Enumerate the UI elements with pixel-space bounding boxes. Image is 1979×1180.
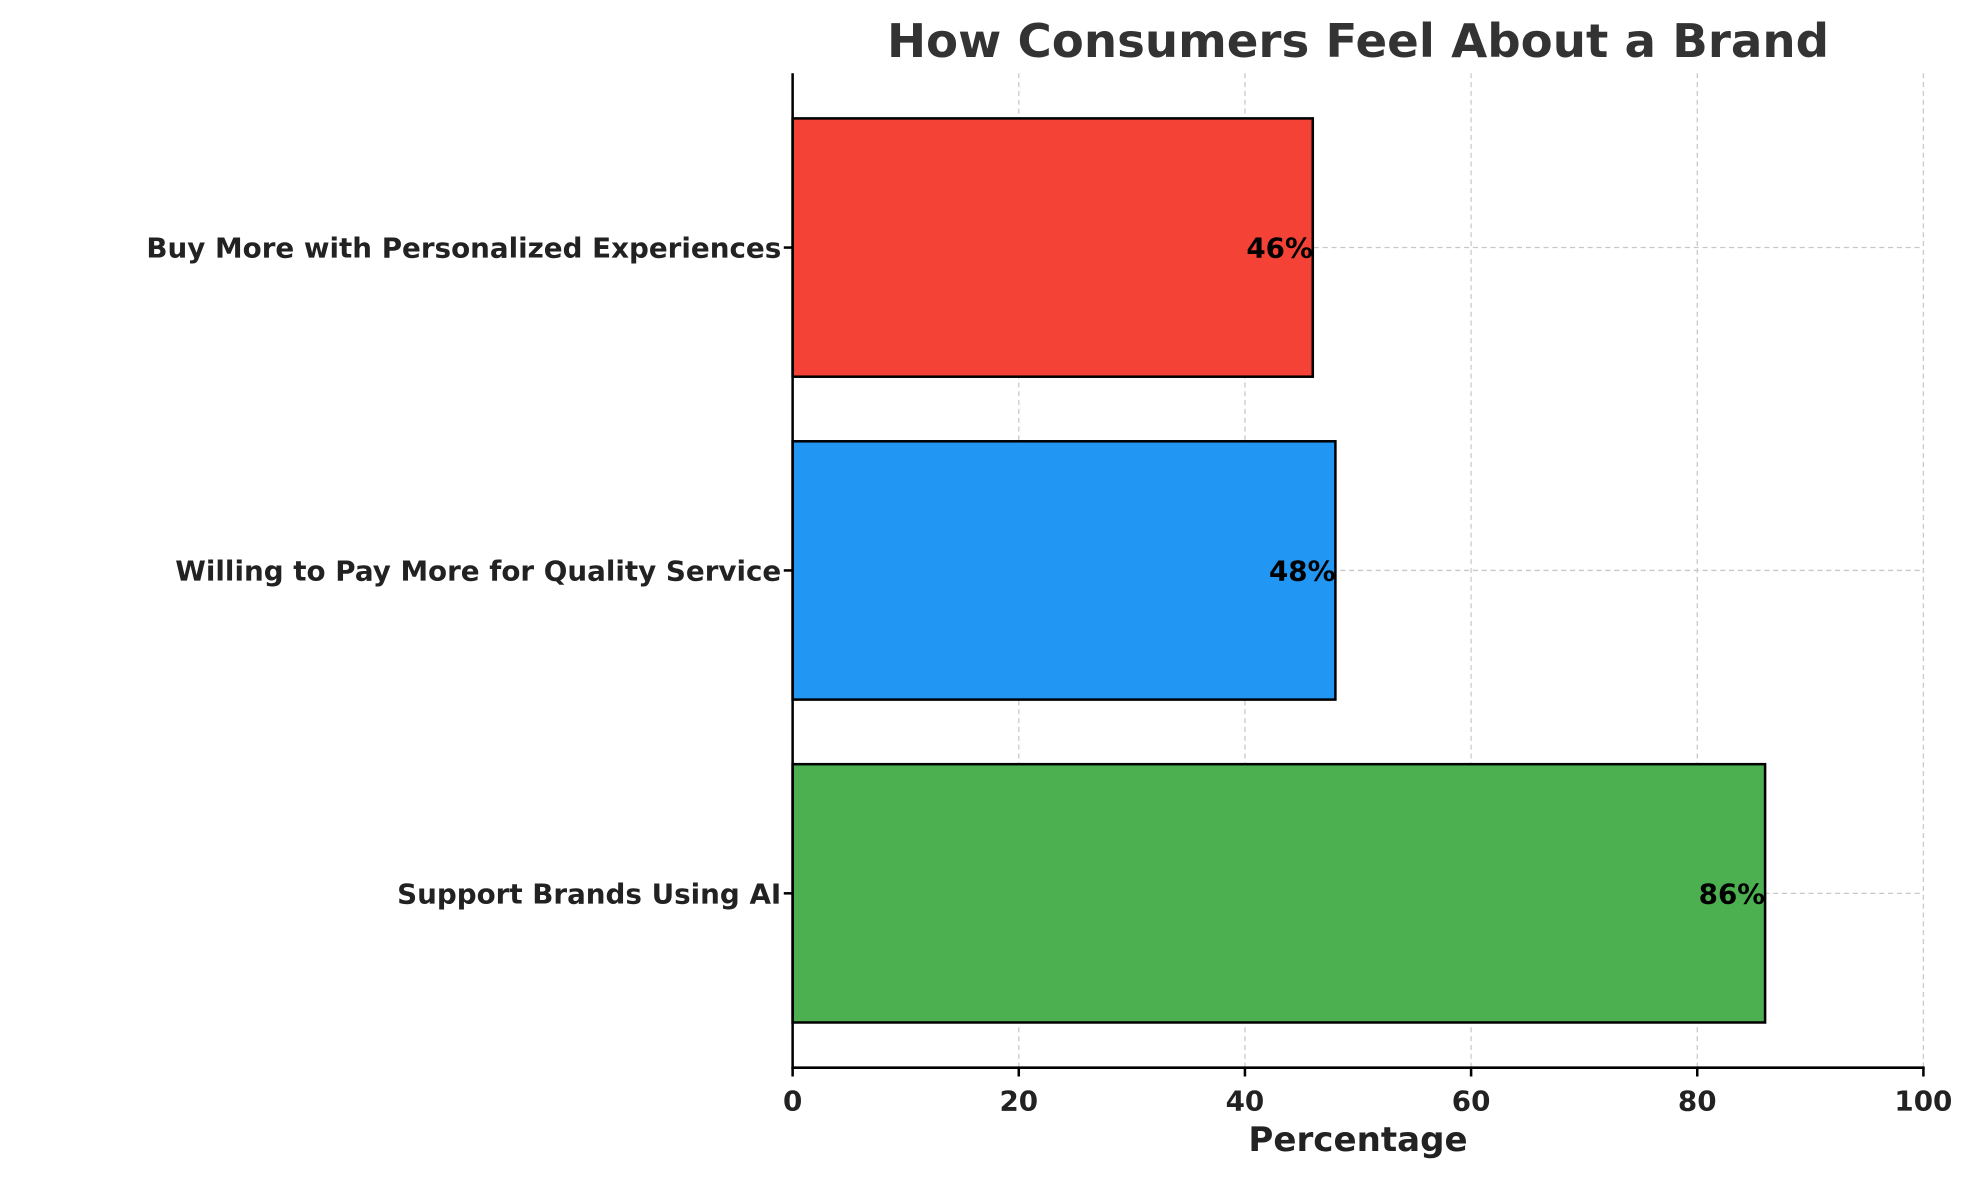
bar-value-label: 48% — [1269, 555, 1335, 588]
y-tick-label: Support Brands Using AI — [397, 877, 781, 910]
x-tick-label: 100 — [1894, 1085, 1952, 1118]
x-tick-label: 60 — [1452, 1085, 1491, 1118]
x-tick-label: 40 — [1226, 1085, 1265, 1118]
bar — [791, 117, 1315, 378]
y-ticks: Support Brands Using AI Willing to Pay Mo… — [146, 232, 793, 910]
chart-title: How Consumers Feel About a Brand — [887, 15, 1829, 69]
x-tick-label: 0 — [783, 1085, 802, 1118]
x-axis-label: Percentage — [1248, 1120, 1467, 1160]
bar — [791, 440, 1337, 701]
x-tick-label: 80 — [1678, 1085, 1717, 1118]
bar-value-label: 86% — [1699, 877, 1765, 910]
bars: 86% 48% 46% — [791, 117, 1767, 1024]
bar-value-label: 46% — [1246, 232, 1312, 265]
bar — [791, 762, 1767, 1024]
x-tick-label: 20 — [999, 1085, 1038, 1118]
x-ticks: 0 20 40 60 80 100 — [783, 1067, 1952, 1118]
y-tick-label: Willing to Pay More for Quality Service — [175, 555, 781, 588]
y-tick-label: Buy More with Personalized Experiences — [146, 232, 781, 265]
